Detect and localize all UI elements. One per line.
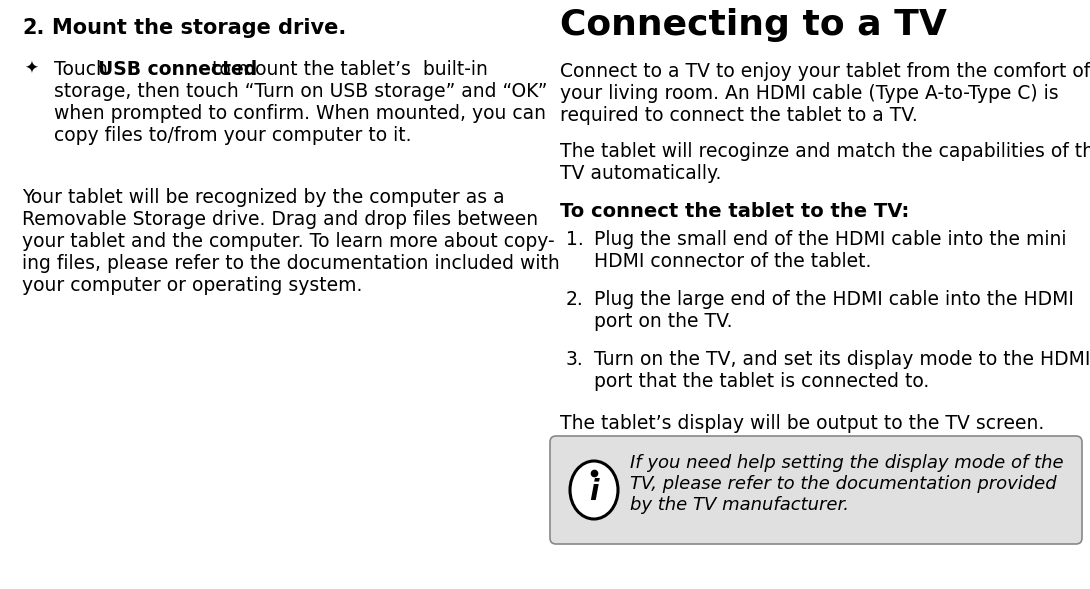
Text: to mount the tablet’s  built-in: to mount the tablet’s built-in xyxy=(206,60,488,79)
Text: To connect the tablet to the TV:: To connect the tablet to the TV: xyxy=(560,202,909,221)
Text: 2.: 2. xyxy=(22,18,45,38)
Text: by the TV manufacturer.: by the TV manufacturer. xyxy=(630,496,849,514)
Text: required to connect the tablet to a TV.: required to connect the tablet to a TV. xyxy=(560,106,918,125)
Text: storage, then touch “Turn on USB storage” and “OK”: storage, then touch “Turn on USB storage… xyxy=(54,82,547,101)
Text: your computer or operating system.: your computer or operating system. xyxy=(22,276,362,295)
Text: 1.: 1. xyxy=(566,230,584,249)
Text: The tablet’s display will be output to the TV screen.: The tablet’s display will be output to t… xyxy=(560,414,1044,433)
Text: The tablet will recoginze and match the capabilities of the: The tablet will recoginze and match the … xyxy=(560,142,1090,161)
Text: HDMI connector of the tablet.: HDMI connector of the tablet. xyxy=(594,252,871,271)
Text: Removable Storage drive. Drag and drop files between: Removable Storage drive. Drag and drop f… xyxy=(22,210,538,229)
Text: Your tablet will be recognized by the computer as a: Your tablet will be recognized by the co… xyxy=(22,188,505,207)
Text: port that the tablet is connected to.: port that the tablet is connected to. xyxy=(594,372,930,391)
Text: ing files, please refer to the documentation included with: ing files, please refer to the documenta… xyxy=(22,254,560,273)
Text: 3.: 3. xyxy=(566,350,584,369)
Text: Connect to a TV to enjoy your tablet from the comfort of: Connect to a TV to enjoy your tablet fro… xyxy=(560,62,1090,81)
Text: copy files to/from your computer to it.: copy files to/from your computer to it. xyxy=(54,126,412,145)
Text: port on the TV.: port on the TV. xyxy=(594,312,732,331)
Text: your tablet and the computer. To learn more about copy-: your tablet and the computer. To learn m… xyxy=(22,232,555,251)
Text: Mount the storage drive.: Mount the storage drive. xyxy=(52,18,347,38)
Text: ✦: ✦ xyxy=(24,60,38,78)
Ellipse shape xyxy=(570,461,618,519)
Text: TV automatically.: TV automatically. xyxy=(560,164,722,183)
Text: Plug the large end of the HDMI cable into the HDMI: Plug the large end of the HDMI cable int… xyxy=(594,290,1074,309)
Text: when prompted to confirm. When mounted, you can: when prompted to confirm. When mounted, … xyxy=(54,104,546,123)
Text: Connecting to a TV: Connecting to a TV xyxy=(560,8,947,42)
Text: Plug the small end of the HDMI cable into the mini: Plug the small end of the HDMI cable int… xyxy=(594,230,1066,249)
FancyBboxPatch shape xyxy=(550,436,1082,544)
Text: Turn on the TV, and set its display mode to the HDMI: Turn on the TV, and set its display mode… xyxy=(594,350,1090,369)
Text: TV, please refer to the documentation provided: TV, please refer to the documentation pr… xyxy=(630,475,1056,493)
Text: your living room. An HDMI cable (Type A-to-Type C) is: your living room. An HDMI cable (Type A-… xyxy=(560,84,1058,103)
Text: i: i xyxy=(590,478,598,506)
Text: USB connected: USB connected xyxy=(98,60,257,79)
Text: If you need help setting the display mode of the: If you need help setting the display mod… xyxy=(630,454,1064,472)
Text: 2.: 2. xyxy=(566,290,584,309)
Text: Touch: Touch xyxy=(54,60,113,79)
